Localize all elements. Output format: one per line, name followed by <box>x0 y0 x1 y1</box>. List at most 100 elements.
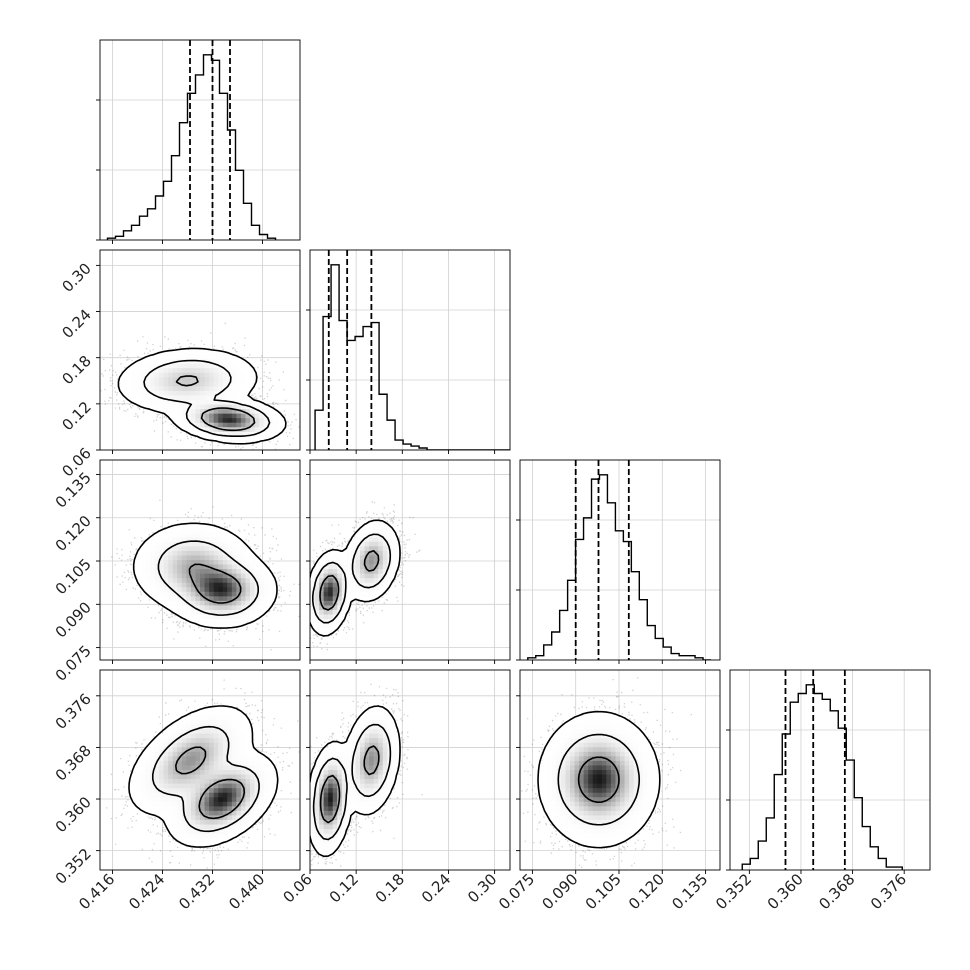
density-cell <box>190 573 196 579</box>
density-cell <box>341 801 347 807</box>
density-cell <box>231 724 237 730</box>
density-cell <box>177 560 183 565</box>
density-cell <box>245 824 251 830</box>
density-cell <box>360 783 365 789</box>
density-cell <box>337 587 343 593</box>
density-cell <box>268 760 274 766</box>
density-cell <box>565 829 571 835</box>
density-cell <box>172 820 178 825</box>
density-cell <box>140 368 146 374</box>
density-cell <box>227 377 233 383</box>
density-cell <box>341 582 347 588</box>
density-cell <box>642 792 648 798</box>
density-cell <box>250 747 255 753</box>
density-cell <box>209 573 215 579</box>
density-cell <box>323 619 329 625</box>
density-cell <box>259 810 265 816</box>
density-cell <box>560 729 566 735</box>
density-cell <box>314 587 320 593</box>
density-cell <box>200 564 205 570</box>
density-cell <box>259 591 265 597</box>
density-cell <box>204 537 210 543</box>
density-cell <box>620 810 625 816</box>
density-cell <box>200 354 205 360</box>
density-cell <box>570 801 575 807</box>
density-cell <box>373 720 379 725</box>
density-cell <box>168 564 174 570</box>
density-cell <box>213 751 219 757</box>
histogram-panel <box>306 249 511 451</box>
density-cell <box>606 751 612 757</box>
density-cell <box>236 756 242 762</box>
density-cell <box>186 797 192 803</box>
density-cell <box>163 792 169 798</box>
density-cell <box>154 372 160 378</box>
density-cell <box>222 372 228 378</box>
density-cell <box>131 792 137 798</box>
density-cell <box>195 546 201 552</box>
density-cell <box>200 842 205 848</box>
density-cell <box>597 824 603 830</box>
density-cell <box>629 792 635 798</box>
density-cell <box>227 833 233 839</box>
density-cell <box>597 838 603 844</box>
density-cell <box>163 564 169 570</box>
density-cell <box>259 765 265 771</box>
density-cell <box>346 783 352 789</box>
density-cell <box>624 779 630 785</box>
density-cell <box>570 770 575 775</box>
density-cell <box>200 710 205 716</box>
density-cell <box>127 368 133 374</box>
density-cell <box>231 422 237 428</box>
density-cell <box>378 541 384 547</box>
density-cell <box>181 774 187 780</box>
density-cell <box>145 569 151 575</box>
density-cell <box>579 770 585 775</box>
density-cell <box>373 788 379 794</box>
density-cell <box>583 797 589 803</box>
y-tick-label: 0.376 <box>52 690 95 733</box>
density-cell <box>195 724 201 730</box>
density-cell <box>227 386 233 392</box>
density-cell <box>236 386 242 392</box>
density-cell <box>154 801 160 807</box>
density-cell <box>240 582 246 588</box>
density-cell <box>620 760 625 766</box>
density-cell <box>218 528 224 534</box>
density-cell <box>218 838 224 844</box>
density-cell <box>163 359 169 365</box>
density-cell <box>131 372 137 378</box>
density-cell <box>186 427 192 433</box>
density-cell <box>337 578 343 584</box>
density-cell <box>337 774 343 780</box>
density-cell <box>154 555 160 561</box>
density-cell <box>150 756 155 762</box>
density-cell <box>574 774 580 780</box>
density-cell <box>597 760 603 766</box>
density-cell <box>168 555 174 561</box>
density-cell <box>168 820 174 825</box>
density-cell <box>350 564 356 570</box>
density-cell <box>551 733 557 739</box>
density-cell <box>154 550 160 556</box>
density-cell <box>159 564 165 570</box>
density-cell <box>190 400 196 405</box>
density-cell <box>168 359 174 365</box>
density-cell <box>154 569 160 575</box>
density-cell <box>277 418 283 424</box>
density-cell <box>364 779 370 785</box>
density-cell <box>222 400 228 405</box>
density-cell <box>204 591 210 597</box>
density-cell <box>373 541 379 547</box>
density-cell <box>154 537 160 543</box>
density-cell <box>337 573 343 579</box>
density-cell <box>610 715 616 721</box>
density-cell <box>556 733 562 739</box>
density-cell <box>222 363 228 369</box>
density-cell <box>369 797 375 803</box>
density-cell <box>245 774 251 780</box>
density-cell <box>272 783 278 789</box>
density-cell <box>181 532 187 538</box>
density-cell <box>346 578 352 584</box>
density-cell <box>250 751 255 757</box>
